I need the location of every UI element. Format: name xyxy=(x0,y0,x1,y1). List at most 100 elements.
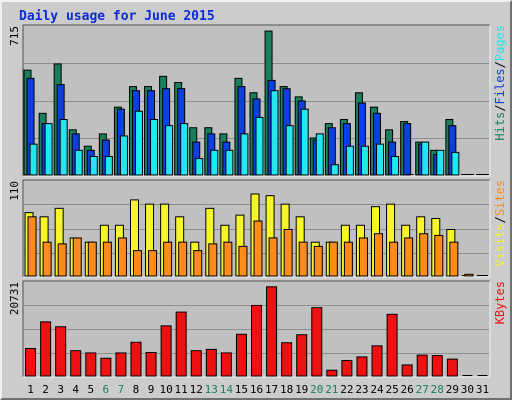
bar-kbytes-day-10 xyxy=(160,325,172,377)
bar-pages-day-13 xyxy=(210,149,219,176)
x-label-day-3: 3 xyxy=(57,383,64,396)
panel-legend: KBytes xyxy=(493,281,507,324)
bar-sites-day-26 xyxy=(404,237,414,277)
bar-kbytes-day-28 xyxy=(431,355,443,377)
legend-separator: / xyxy=(493,104,507,111)
bar-sites-day-21 xyxy=(328,241,338,277)
bar-pages-day-4 xyxy=(74,149,83,176)
panel-bevel-dark xyxy=(22,280,490,377)
panel-bevel-dark xyxy=(22,179,490,277)
x-label-day-7: 7 xyxy=(118,383,125,396)
x-label-day-6: 6 xyxy=(103,383,110,396)
x-label-day-31: 31 xyxy=(476,383,489,396)
bar-kbytes-day-17 xyxy=(266,286,278,377)
bar-kbytes-day-19 xyxy=(296,334,308,377)
bar-pages-day-6 xyxy=(104,155,113,176)
panel-bevel-dark xyxy=(22,24,490,176)
bar-pages-day-2 xyxy=(44,123,53,176)
x-label-day-17: 17 xyxy=(265,383,278,396)
bar-sites-day-14 xyxy=(223,241,233,277)
bar-pages-day-11 xyxy=(180,123,189,176)
bar-files-day-26 xyxy=(403,123,412,176)
bar-sites-day-19 xyxy=(298,241,308,277)
bar-sites-day-31 xyxy=(479,275,488,276)
x-label-day-29: 29 xyxy=(446,383,459,396)
bar-kbytes-day-20 xyxy=(311,307,323,377)
x-label-day-19: 19 xyxy=(295,383,308,396)
bar-sites-day-4 xyxy=(72,237,82,277)
y-max-label: 110 xyxy=(8,181,21,201)
bar-pages-day-15 xyxy=(240,133,249,176)
bar-sites-day-1 xyxy=(27,216,37,277)
legend-kbytes: KBytes xyxy=(493,281,507,324)
bar-pages-day-22 xyxy=(345,145,354,176)
y-max-label: 715 xyxy=(8,26,21,46)
bar-pages-day-8 xyxy=(134,110,143,176)
bar-sites-day-20 xyxy=(313,245,323,277)
x-label-day-16: 16 xyxy=(250,383,263,396)
panel-legend: Hits/Files/Pages xyxy=(493,25,507,141)
x-label-day-5: 5 xyxy=(87,383,94,396)
bar-pages-day-5 xyxy=(89,155,98,176)
x-label-day-11: 11 xyxy=(175,383,188,396)
bar-pages-day-21 xyxy=(330,164,339,176)
panel-legend: Visits/Sites xyxy=(493,180,507,267)
bar-sites-day-27 xyxy=(419,233,429,277)
bar-kbytes-day-1 xyxy=(25,347,37,377)
bar-kbytes-day-4 xyxy=(70,350,82,377)
x-label-day-14: 14 xyxy=(220,383,234,396)
bar-pages-day-14 xyxy=(225,149,234,176)
bar-kbytes-day-31 xyxy=(477,375,488,376)
x-label-day-13: 13 xyxy=(205,383,218,396)
bar-sites-day-5 xyxy=(87,241,97,277)
bar-pages-day-28 xyxy=(436,149,445,176)
chart-title: Daily usage for June 2015 xyxy=(19,9,215,24)
bar-pages-day-27 xyxy=(421,141,430,176)
panel-kbytes: 20731 KBytes xyxy=(8,280,507,378)
bar-sites-day-22 xyxy=(343,241,353,277)
bar-pages-day-1 xyxy=(29,143,38,176)
bar-sites-day-6 xyxy=(102,241,112,277)
bar-sites-day-7 xyxy=(117,237,127,277)
bar-kbytes-day-2 xyxy=(40,321,52,377)
bar-sites-day-12 xyxy=(193,250,203,277)
panel-visits_sites: 110 Visits/Sites xyxy=(8,179,507,278)
x-label-day-21: 21 xyxy=(325,383,338,396)
legend-files: Files xyxy=(493,68,507,104)
bar-sites-day-29 xyxy=(449,241,459,277)
x-label-day-22: 22 xyxy=(340,383,353,396)
x-label-day-2: 2 xyxy=(42,383,49,396)
x-label-day-30: 30 xyxy=(461,383,474,396)
bar-pages-day-18 xyxy=(285,125,294,176)
legend-hits: Hits xyxy=(493,112,507,141)
bar-kbytes-day-6 xyxy=(100,357,112,377)
y-max-label: 20731 xyxy=(8,282,21,315)
bar-kbytes-day-13 xyxy=(205,348,217,377)
x-label-day-4: 4 xyxy=(72,383,79,396)
bar-pages-day-30 xyxy=(466,174,474,175)
x-label-day-10: 10 xyxy=(159,383,172,396)
bar-pages-day-16 xyxy=(255,116,264,176)
bar-pages-day-24 xyxy=(376,143,385,176)
bar-sites-day-25 xyxy=(389,241,399,277)
bar-kbytes-day-8 xyxy=(130,341,142,377)
bar-kbytes-day-7 xyxy=(115,352,127,377)
bar-sites-day-3 xyxy=(57,243,67,277)
panel-hits_files_pages: 715 Hits/Files/Pages xyxy=(8,24,507,177)
bar-kbytes-day-23 xyxy=(356,356,368,377)
bar-sites-day-16 xyxy=(253,220,263,277)
bar-sites-day-10 xyxy=(163,241,173,277)
bar-sites-day-17 xyxy=(268,237,278,277)
bar-pages-day-7 xyxy=(119,135,128,176)
bar-kbytes-day-11 xyxy=(175,311,187,377)
bar-kbytes-day-18 xyxy=(281,342,293,377)
bar-sites-day-18 xyxy=(283,229,293,277)
bar-sites-day-30 xyxy=(464,273,474,277)
bar-pages-day-19 xyxy=(300,108,309,176)
bar-pages-day-9 xyxy=(150,118,159,176)
bar-pages-day-25 xyxy=(391,155,400,176)
bar-kbytes-day-25 xyxy=(386,313,398,377)
bar-sites-day-2 xyxy=(42,241,52,277)
bar-kbytes-day-5 xyxy=(85,352,97,377)
